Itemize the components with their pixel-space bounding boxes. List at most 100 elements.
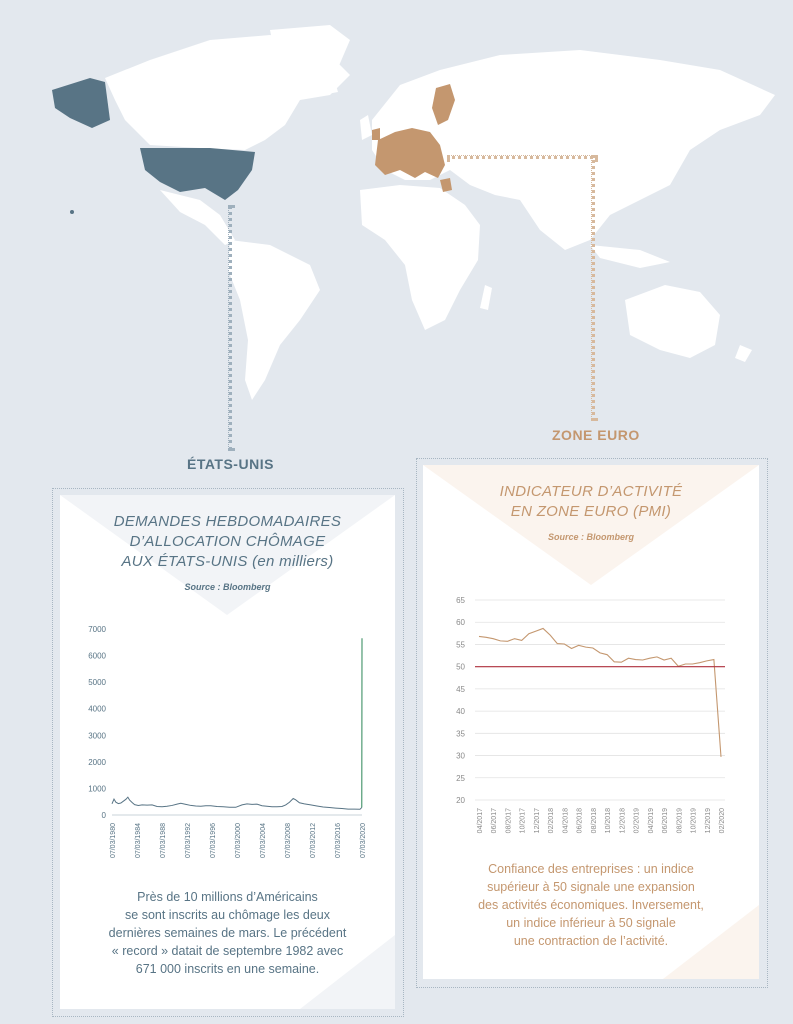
eu-ytick-label: 40 (456, 707, 465, 716)
world-map (52, 25, 775, 400)
us-series-line (111, 796, 363, 810)
map-finland (432, 84, 455, 125)
eu-ytick-label: 65 (456, 596, 465, 605)
eu-xtick-label: 12/2019 (705, 808, 712, 833)
us-xtick-label: 07/03/2004 (260, 823, 267, 858)
map-eurozone (375, 128, 445, 178)
us-xtick-label: 07/03/2012 (310, 823, 317, 858)
us-connector-line (228, 205, 232, 451)
us-caption-line-5: 671 000 inscrits en une semaine. (135, 962, 320, 976)
eu-ytick-label: 50 (456, 663, 465, 672)
eu-title-line-1: INDICATEUR D’ACTIVITÉ (499, 483, 683, 500)
eu-xtick-label: 10/2018 (605, 808, 612, 833)
us-caption-line-3: dernières semaines de mars. Le précédent (108, 926, 347, 940)
us-ytick-label: 6000 (88, 652, 106, 661)
map-uk (360, 115, 372, 140)
us-ytick-label: 4000 (88, 705, 106, 714)
eu-xtick-label: 10/2017 (520, 808, 527, 833)
us-xtick-label: 07/03/2008 (285, 823, 292, 858)
us-xtick-label: 07/03/2016 (335, 823, 342, 858)
eu-caption-line-4: un indice inférieur à 50 signale (506, 916, 676, 930)
eu-ytick-label: 30 (456, 752, 465, 761)
eu-xtick-label: 02/2018 (548, 808, 555, 833)
map-greenland (270, 25, 350, 100)
us-ytick-label: 5000 (88, 678, 106, 687)
us-caption-line-2: se sont inscrits au chômage les deux (125, 908, 330, 922)
map-eurasia (372, 50, 775, 250)
map-new-zealand (735, 345, 752, 362)
eu-xtick-label: 04/2019 (648, 808, 655, 833)
eu-ytick-label: 60 (456, 618, 465, 627)
eu-ytick-label: 55 (456, 640, 465, 649)
map-iceland (318, 82, 338, 95)
us-chart-title: DEMANDES HEBDOMADAIRES D’ALLOCATION CHÔM… (60, 512, 395, 572)
eu-xtick-label: 08/2019 (676, 808, 683, 833)
eu-caption-line-5: une contraction de l’activité. (513, 934, 669, 948)
map-central-america (160, 190, 235, 245)
eu-caption: Confiance des entreprises : un indice su… (423, 860, 759, 950)
us-xtick-label: 07/03/2020 (360, 823, 367, 858)
map-usa (140, 148, 255, 200)
us-title-line-1: DEMANDES HEBDOMADAIRES (113, 513, 342, 530)
us-xtick-label: 07/03/1988 (160, 823, 167, 858)
eu-xtick-label: 04/2017 (477, 808, 484, 833)
us-xtick-label: 07/03/1984 (135, 823, 142, 858)
us-caption: Près de 10 millions d’Américains se sont… (60, 888, 395, 978)
eu-xtick-label: 12/2018 (619, 808, 626, 833)
eu-xtick-label: 06/2019 (662, 808, 669, 833)
eu-caption-line-2: supérieur à 50 signale une expansion (487, 880, 695, 894)
us-panel-frame (52, 488, 404, 1017)
eu-series-line (478, 627, 722, 757)
us-xtick-label: 07/03/1996 (210, 823, 217, 858)
map-madagascar (480, 285, 492, 310)
eu-ytick-label: 25 (456, 774, 465, 783)
eu-ytick-label: 20 (456, 796, 465, 805)
eu-chart: 20 25 30 35 40 45 50 55 60 65 04/2017 06/2017 08/201… (456, 596, 726, 833)
us-title-line-3: AUX ÉTATS-UNIS (en milliers) (121, 553, 334, 570)
map-ireland (372, 128, 380, 140)
us-title-line-2: D’ALLOCATION CHÔMAGE (129, 533, 326, 550)
us-chart: 0 1000 2000 3000 4000 5000 6000 7000 07/03/1980 0… (88, 625, 367, 858)
us-xtick-label: 07/03/1980 (110, 823, 117, 858)
us-region-label: ÉTATS-UNIS (187, 456, 274, 472)
eu-xtick-label: 06/2018 (577, 808, 584, 833)
eu-ytick-label: 45 (456, 685, 465, 694)
us-caption-line-1: Près de 10 millions d’Américains (137, 890, 318, 904)
eu-connector-vertical (591, 155, 595, 421)
map-australia (625, 285, 720, 358)
eu-chart-source: Source : Bloomberg (547, 532, 634, 542)
map-alaska (52, 78, 110, 128)
map-indonesia (590, 245, 670, 268)
eu-connector-horizontal (447, 155, 598, 159)
eu-xtick-label: 08/2018 (591, 808, 598, 833)
eu-xtick-label: 02/2019 (634, 808, 641, 833)
eu-xtick-label: 10/2019 (691, 808, 698, 833)
us-xtick-label: 07/03/2000 (235, 823, 242, 858)
us-panel: DEMANDES HEBDOMADAIRES D’ALLOCATION CHÔM… (60, 495, 395, 1009)
map-south-america (228, 240, 320, 400)
eu-chart-title: INDICATEUR D’ACTIVITÉ EN ZONE EURO (PMI) (423, 482, 759, 522)
us-ytick-label: 1000 (88, 784, 106, 793)
us-ytick-label: 7000 (88, 625, 106, 634)
us-ytick-label: 0 (102, 811, 107, 820)
eu-panel: INDICATEUR D’ACTIVITÉ EN ZONE EURO (PMI)… (423, 465, 759, 979)
eu-xtick-label: 08/2017 (505, 808, 512, 833)
us-caption-line-4: « record » datait de septembre 1982 avec (111, 944, 344, 958)
eu-panel-decor (423, 465, 759, 979)
us-panel-decor (60, 495, 395, 1009)
eu-xtick-label: 04/2018 (562, 808, 569, 833)
us-xtick-label: 07/03/1992 (185, 823, 192, 858)
eu-caption-line-1: Confiance des entreprises : un indice (488, 862, 694, 876)
map-hawaii (70, 210, 74, 214)
map-africa (360, 185, 480, 330)
eu-panel-frame (416, 458, 768, 988)
eu-region-label: ZONE EURO (552, 427, 640, 443)
us-chart-source: Source : Bloomberg (184, 582, 271, 592)
eu-xtick-label: 02/2020 (719, 808, 726, 833)
eu-ytick-label: 35 (456, 729, 465, 738)
us-ytick-label: 2000 (88, 758, 106, 767)
us-ytick-label: 3000 (88, 731, 106, 740)
eu-xtick-label: 12/2017 (534, 808, 541, 833)
map-greece (440, 178, 452, 192)
eu-xtick-label: 06/2017 (491, 808, 498, 833)
